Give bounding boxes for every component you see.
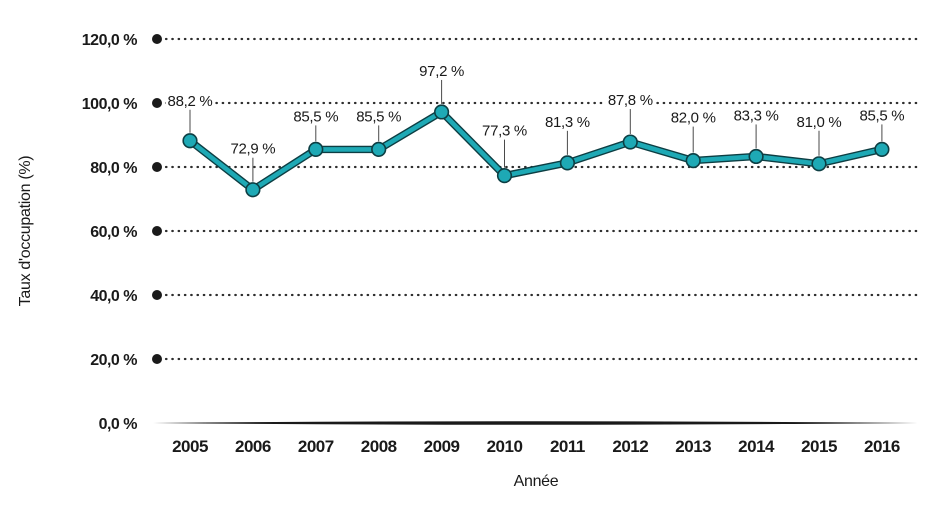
y-tick-label-60: 60,0 % (90, 224, 137, 241)
x-tick-label-2005: 2005 (172, 437, 208, 456)
x-axis-line (153, 421, 918, 425)
data-point-2006 (245, 182, 261, 198)
data-point-label-2013: 82,0 % (671, 110, 716, 127)
x-tick-label-2013: 2013 (675, 437, 711, 456)
x-tick-label-2016: 2016 (864, 437, 900, 456)
data-point-label-2012: 87,8 % (608, 92, 653, 109)
x-tick-label-2007: 2007 (298, 437, 334, 456)
data-point-2012 (622, 134, 638, 150)
data-point-label-2006: 72,9 % (230, 141, 275, 158)
data-point-label-bg-2007 (291, 109, 341, 125)
y-tick-label-20: 20,0 % (90, 352, 137, 369)
data-point-2016 (874, 141, 890, 157)
data-point-label-bg-2010 (480, 123, 529, 139)
data-point-label-bg-2011 (542, 114, 592, 130)
data-point-label-2016: 85,5 % (859, 107, 904, 124)
gridline-bullet-80 (152, 162, 162, 172)
y-tick-label-0: 0,0 % (99, 416, 138, 433)
data-point-label-bg-2013 (668, 110, 718, 126)
data-point-label-bg-2012 (605, 93, 655, 109)
x-tick-label-2014: 2014 (738, 437, 775, 456)
data-point-2008 (371, 141, 387, 157)
x-tick-label-2009: 2009 (424, 437, 460, 456)
data-series-layer (182, 79, 890, 198)
data-point-label-bg-2005 (165, 93, 215, 109)
data-point-2011 (559, 155, 576, 171)
data-point-label-2011: 81,3 % (545, 114, 590, 131)
gridlines-layer (152, 34, 924, 364)
data-point-2007 (308, 141, 324, 157)
x-axis-title: Année (514, 473, 559, 490)
data-labels-layer: 88,2 % 72,9 % 85,5 % 85,5 % 97,2 % 77,3 % 81,3… (165, 63, 907, 158)
gridline-bullet-20 (152, 354, 162, 364)
data-point-label-bg-2009 (417, 63, 467, 79)
data-point-2014 (748, 148, 764, 165)
x-tick-label-2011: 2011 (550, 437, 585, 456)
gridline-bullet-60 (152, 226, 162, 236)
data-point-label-bg-2014 (731, 108, 781, 124)
y-tick-label-40: 40,0 % (90, 288, 137, 305)
y-axis-title: Taux d'occupation (%) (17, 156, 34, 307)
gridline-bullet-120 (152, 34, 162, 44)
data-point-label-2009: 97,2 % (419, 63, 464, 80)
y-tick-label-80: 80,0 % (90, 160, 137, 177)
gridline-bullet-40 (152, 290, 162, 300)
data-point-label-2010: 77,3 % (482, 123, 527, 140)
data-point-2005 (182, 133, 198, 149)
data-point-label-bg-2008 (354, 109, 404, 125)
x-tick-label-2012: 2012 (612, 437, 648, 456)
data-point-label-2008: 85,5 % (356, 108, 401, 125)
series-line (187, 109, 885, 193)
x-tick-label-2008: 2008 (361, 437, 397, 456)
x-tick-label-2006: 2006 (235, 437, 271, 456)
data-point-label-bg-2016 (857, 108, 907, 124)
x-tick-label-2015: 2015 (801, 437, 837, 456)
data-point-label-2015: 81,0 % (797, 114, 842, 131)
data-point-label-2014: 83,3 % (734, 107, 779, 124)
data-point-2013 (685, 153, 701, 169)
y-tick-label-120: 120,0 % (82, 32, 137, 49)
data-point-label-2007: 85,5 % (293, 108, 338, 125)
axes-layer: 120,0 % 100,0 % 80,0 % 60,0 % 40,0 % 20,0 % 0,… (82, 32, 918, 456)
data-point-2009 (434, 104, 450, 120)
data-point-2015 (811, 156, 827, 172)
data-point-label-bg-2006 (228, 141, 278, 157)
gridline-bullet-100 (152, 98, 162, 108)
y-tick-label-100: 100,0 % (82, 96, 137, 113)
data-point-2010 (496, 168, 513, 184)
data-point-label-bg-2015 (794, 114, 844, 130)
x-tick-label-2010: 2010 (487, 437, 523, 456)
data-point-label-2005: 88,2 % (168, 93, 213, 110)
